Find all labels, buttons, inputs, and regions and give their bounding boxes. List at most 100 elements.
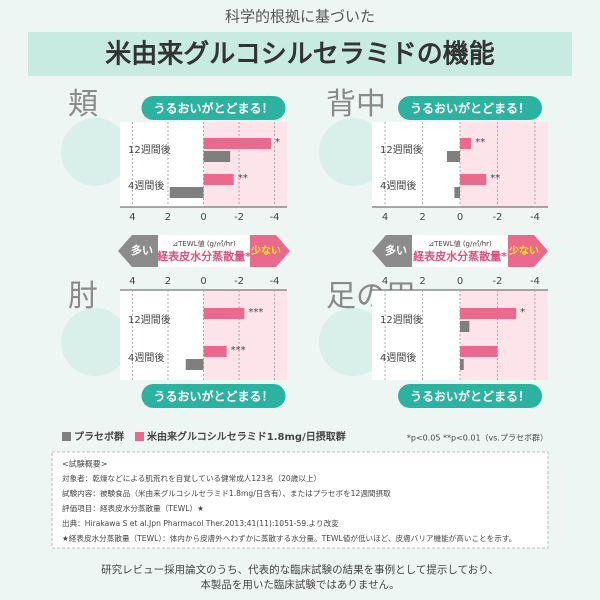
footer-line: 本製品を用いた臨床試験ではありません。 <box>200 578 399 591</box>
bar <box>460 174 487 185</box>
bar <box>460 321 470 332</box>
legend-swatch <box>62 432 71 441</box>
x-tick-label: -4 <box>270 212 280 223</box>
band-mid <box>158 235 250 267</box>
summary-heading: <試験概要> <box>62 459 107 469</box>
x-tick-label: 4 <box>382 212 388 223</box>
category-label: 4週間後 <box>128 351 164 364</box>
plot-shade <box>460 122 548 207</box>
callout: うるおいがとどまる！ <box>153 389 273 404</box>
photo-placeholder <box>319 118 387 186</box>
band-high <box>372 235 412 267</box>
band-high-label: 多い <box>385 243 407 257</box>
category-label: 4週間後 <box>380 351 416 364</box>
significance: *** <box>231 345 246 356</box>
band-unit: ⊿TEWL値 (g/㎡/hr) <box>172 239 236 248</box>
legend-label: プラセボ群 <box>74 430 124 443</box>
legend-label: 米由来グルコシルセラミド1.8mg/日摂取群 <box>147 430 346 443</box>
category-label: 12週間後 <box>128 143 171 156</box>
x-tick-label: 0 <box>200 276 206 287</box>
category-label: 12週間後 <box>380 313 423 326</box>
chart-title: 頬 <box>68 87 98 122</box>
plot-shade <box>460 290 548 380</box>
callout-pill <box>398 96 542 120</box>
legend-swatch <box>135 432 144 441</box>
callout: うるおいがとどまる！ <box>410 389 530 404</box>
callout: うるおいがとどまる！ <box>153 101 273 116</box>
summary-line: ★経表皮水分蒸散量（TEWL）：体内から皮膚外へわずかに蒸散する水分量。TEWL… <box>62 533 516 543</box>
band-label: 経表皮水分蒸散量* <box>413 249 507 263</box>
band-label: 経表皮水分蒸散量* <box>157 249 251 263</box>
bar <box>460 308 517 319</box>
band-low-label: 少ない <box>250 244 281 257</box>
x-tick-label: 2 <box>419 276 425 287</box>
callout-pill <box>398 384 542 408</box>
significance: ** <box>475 137 485 148</box>
x-tick-label: -2 <box>234 276 244 287</box>
chart-title: 肘 <box>68 279 98 314</box>
callout-pill <box>141 96 286 120</box>
footer-line: 研究レビュー採用論文のうち、代表的な臨床試験の結果を事例として提示しており、 <box>101 563 499 576</box>
summary-line: 評価項目：経表皮水分蒸散量（TEWL）★ <box>62 503 204 513</box>
summary-line: 対象者：乾燥などによる肌荒れを自覚している健常成人123名（20歳以上） <box>62 473 321 483</box>
kicker: 科学的根拠に基づいた <box>225 8 375 26</box>
bar <box>454 187 460 198</box>
category-label: 4週間後 <box>128 179 164 192</box>
x-tick-label: -4 <box>530 276 540 287</box>
plot-shade <box>203 290 287 380</box>
x-tick-label: 0 <box>457 212 463 223</box>
category-label: 12週間後 <box>128 313 171 326</box>
bar <box>203 346 227 357</box>
band-high <box>118 235 158 267</box>
x-tick-label: 2 <box>419 212 425 223</box>
summary-line: 試験内容：被験食品（米由来グルコシルセラミド1.8mg/日含有）、またはプラセボ… <box>62 488 391 498</box>
x-tick-label: 4 <box>382 276 388 287</box>
x-tick-label: 2 <box>165 276 171 287</box>
bar <box>460 359 464 370</box>
bar <box>460 346 498 357</box>
photo-placeholder <box>319 308 387 376</box>
significance: * <box>520 307 525 318</box>
bar <box>203 308 245 319</box>
bar <box>203 138 272 149</box>
significance: ** <box>490 173 500 184</box>
photo-placeholder <box>61 118 129 186</box>
x-tick-label: -2 <box>234 212 244 223</box>
significance: * <box>275 137 280 148</box>
summary-line: 出典：Hirakawa S et al.Jpn Pharmacol Ther.2… <box>62 518 339 528</box>
charts: 多い 少ない⊿TEWL値 (g/㎡/hr)経表皮水分蒸散量* 多い 少ない⊿TEWL値… <box>61 87 548 408</box>
band-low <box>508 235 548 267</box>
category-label: 12週間後 <box>380 143 423 156</box>
x-tick-label: 0 <box>457 276 463 287</box>
x-tick-label: -2 <box>492 212 502 223</box>
x-tick-label: -4 <box>530 212 540 223</box>
chart-title: 背中 <box>326 87 386 122</box>
photo-placeholder <box>61 308 129 376</box>
band-low <box>250 235 290 267</box>
x-tick-label: 2 <box>165 212 171 223</box>
x-tick-label: 0 <box>200 212 206 223</box>
summary-box <box>51 451 549 549</box>
x-tick-label: -2 <box>492 276 502 287</box>
x-tick-label: 4 <box>129 212 135 223</box>
callout-pill <box>141 384 286 408</box>
x-tick-label: -4 <box>270 276 280 287</box>
significance: *** <box>248 307 263 318</box>
significance: ** <box>238 173 248 184</box>
category-label: 4週間後 <box>380 179 416 192</box>
callout: うるおいがとどまる！ <box>410 101 530 116</box>
plot-shade <box>203 122 287 207</box>
band-high-label: 多い <box>131 243 153 257</box>
title: 米由来グルコシルセラミドの機能 <box>105 39 494 70</box>
bar <box>185 359 204 370</box>
summary-lines: 対象者：乾燥などによる肌荒れを自覚している健常成人123名（20歳以上） 試験内容… <box>62 473 516 543</box>
title-band <box>28 32 572 76</box>
note: *p<0.05 **p<0.01（vs.プラセボ群） <box>407 433 548 443</box>
x-tick-label: 4 <box>129 276 135 287</box>
bar <box>460 138 472 149</box>
bar <box>203 174 234 185</box>
bar <box>446 151 460 162</box>
bar <box>203 151 231 162</box>
band-mid <box>412 235 508 267</box>
